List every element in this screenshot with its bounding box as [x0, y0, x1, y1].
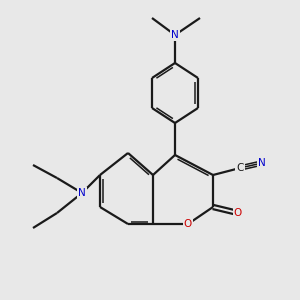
Text: N: N	[78, 188, 86, 198]
Text: O: O	[234, 208, 242, 218]
Text: N: N	[258, 158, 266, 168]
Text: C: C	[236, 163, 244, 173]
Text: N: N	[171, 30, 179, 40]
Text: O: O	[184, 219, 192, 229]
